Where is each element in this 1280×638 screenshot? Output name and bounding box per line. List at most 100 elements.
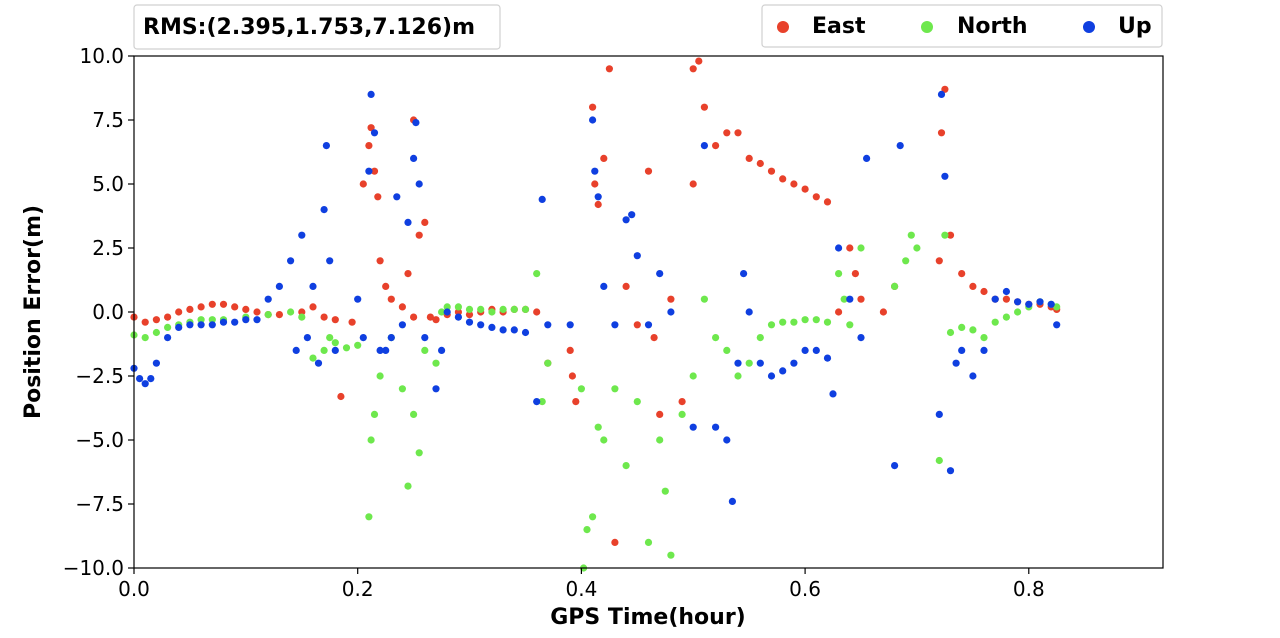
data-point [374,193,382,201]
data-point [376,372,384,380]
data-point [589,103,597,111]
data-point [628,211,636,219]
data-point [404,218,412,226]
data-point [454,313,462,321]
data-point [147,375,155,383]
data-point [812,316,820,324]
data-point [941,172,949,180]
data-point [835,244,843,252]
data-point [326,334,334,342]
data-point [314,359,323,367]
data-point [644,538,653,547]
data-point [846,321,854,329]
rms-annotation-frame [133,4,501,50]
data-point [477,321,485,329]
data-point [242,316,250,324]
data-point [857,295,865,303]
data-point [320,206,328,214]
data-point [488,308,496,316]
data-point [779,367,787,375]
data-point [152,328,160,337]
data-point [382,346,390,354]
data-point [689,423,697,431]
data-point [840,295,848,303]
data-point [661,487,669,495]
data-point [958,346,966,354]
data-point [365,513,373,521]
y-tick-label: −5.0 [75,428,124,452]
data-point [600,154,608,162]
data-point [477,305,485,313]
data-point [141,380,149,388]
data-point [740,270,748,278]
data-point [370,410,379,418]
data-point [790,359,798,367]
y-tick-label: 2.5 [92,236,124,260]
data-point [779,175,787,183]
data-point [465,318,474,326]
data-point [309,303,317,311]
data-point [292,346,300,354]
data-point [438,308,446,316]
data-point [589,116,597,124]
data-point [902,257,910,265]
data-point [164,323,172,331]
data-point [231,318,239,326]
data-point [695,57,703,65]
data-point [566,321,574,329]
data-point [1047,300,1055,308]
data-point [1014,308,1022,316]
data-point [415,449,423,457]
x-tick-label: 0.8 [1013,577,1045,601]
series-up [130,90,1061,505]
data-point [208,321,216,329]
data-point [510,305,518,313]
data-point [219,300,228,308]
data-point [231,303,239,311]
data-point [533,270,541,278]
data-point [577,385,586,393]
data-point [633,398,641,406]
data-point [846,244,854,252]
data-point [287,308,295,316]
data-point [432,359,440,367]
data-point [745,359,753,367]
data-point [700,103,709,111]
data-point [197,321,205,329]
data-point [342,344,351,352]
data-point [969,372,977,380]
data-point [398,303,406,311]
y-tick-label: −7.5 [75,492,124,516]
data-point [264,311,272,319]
data-point [689,180,697,188]
data-point [309,282,317,290]
data-point [387,295,395,303]
data-point [164,334,172,342]
data-point [851,270,860,278]
data-point [734,372,742,380]
data-point [454,303,462,311]
data-point [309,354,317,362]
data-point [398,321,406,329]
data-point [566,346,574,354]
legend-north-label: North [957,14,1028,39]
data-point [913,244,921,252]
data-point [644,321,653,329]
data-point [863,154,871,162]
data-point [275,311,283,319]
data-point [337,392,345,401]
data-point [365,167,373,175]
data-point [186,321,194,329]
data-point [958,270,966,278]
data-point [1014,298,1022,306]
data-point [242,305,250,313]
y-axis: 10.0 7.5 5.0 2.5 0.0 −2.5 −5.0 −7.5 −10.0 [63,44,134,580]
data-point [605,65,614,73]
data-point [1002,313,1011,321]
data-point [846,295,854,303]
rms-annotation-text: RMS:(2.395,1.753,7.126)m [143,15,475,40]
data-point [896,142,904,150]
data-point [935,410,943,418]
data-point [208,300,216,308]
